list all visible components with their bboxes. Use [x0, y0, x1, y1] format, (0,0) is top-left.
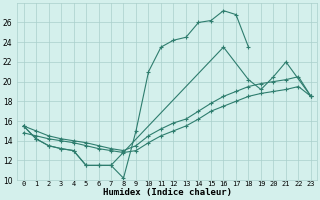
X-axis label: Humidex (Indice chaleur): Humidex (Indice chaleur)	[103, 188, 232, 197]
